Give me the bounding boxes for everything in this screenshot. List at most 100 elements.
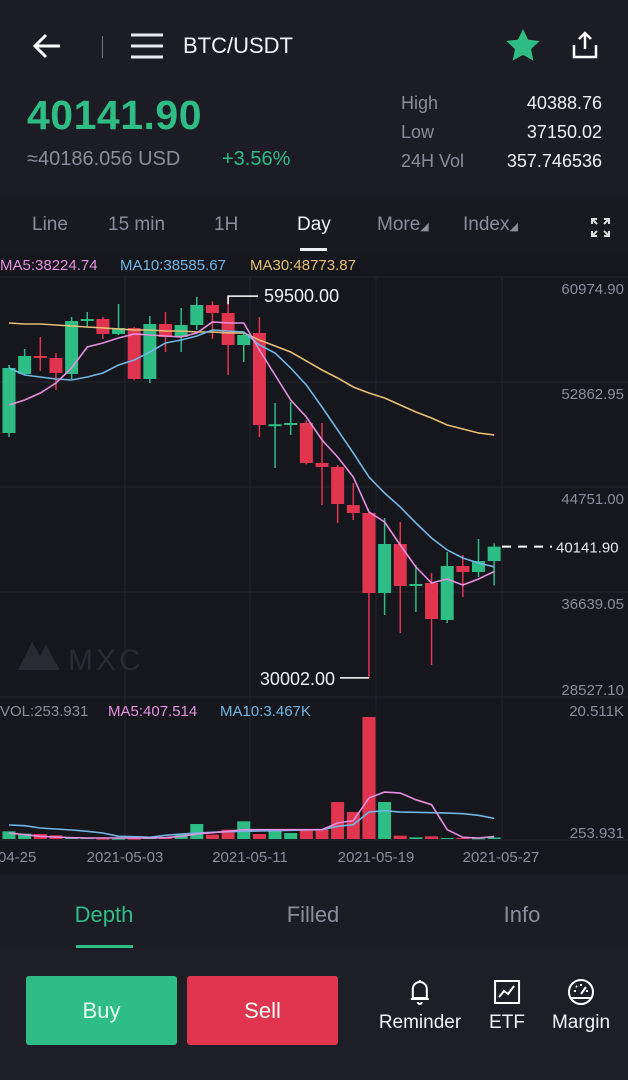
candle-body (487, 546, 501, 562)
chart-line-icon (493, 980, 520, 1004)
candle-body (49, 357, 63, 374)
candle-body (190, 304, 204, 325)
x-tick-label: 2021-05-19 (338, 849, 415, 866)
star-icon[interactable] (506, 29, 540, 61)
volume-bar (205, 834, 219, 839)
gauge-icon (567, 979, 594, 1005)
volume-bar (346, 812, 360, 839)
x-tick-label: 2021-04-25 (0, 849, 36, 866)
tab-day[interactable]: Day (297, 214, 331, 235)
stat-high-label: High (401, 93, 439, 113)
margin-label: Margin (551, 1012, 611, 1033)
ma30-line (8, 322, 495, 436)
volume-bar (472, 838, 485, 840)
candle-body (221, 312, 235, 345)
etf-button[interactable]: ETF (489, 978, 525, 1034)
candle-body (440, 566, 454, 620)
stat-low-value: 37150.02 (526, 122, 602, 142)
tab-index-label: Index (463, 214, 510, 235)
legend-ma30: MA30:48773.87 (250, 257, 356, 274)
bottom-tabs: Depth Filled Info (0, 875, 628, 950)
volume-bar (18, 833, 32, 839)
candle-body (268, 424, 282, 427)
volume-bar (299, 829, 313, 839)
pair-title[interactable]: BTC/USDT (183, 33, 293, 58)
volume-bar (252, 834, 266, 839)
volume-bar (2, 831, 16, 839)
active-tab-underline (300, 248, 327, 251)
active-tab-underline (76, 945, 133, 948)
bell-icon (411, 980, 429, 1005)
tab-info[interactable]: Info (503, 902, 541, 927)
candle-body (393, 544, 407, 587)
last-price-label: 40141.90 (556, 540, 619, 557)
volume-bar (315, 829, 329, 839)
vol-y-tick: 253.931 (570, 825, 624, 842)
share-icon[interactable] (571, 31, 599, 59)
action-bar: Buy Sell Reminder ETF Margin (0, 950, 628, 1080)
candle-body (33, 355, 47, 358)
tab-more[interactable]: More◢ (377, 214, 429, 236)
y-tick-label: 44751.00 (561, 491, 624, 508)
x-tick-label: 2021-05-11 (212, 849, 288, 866)
volume-bar (331, 802, 345, 839)
stat-vol-label: 24H Vol (401, 151, 465, 171)
candle-body (456, 566, 470, 573)
high-price-label: 59500.00 (264, 286, 339, 306)
candle-body (80, 318, 94, 321)
candle-body (237, 334, 251, 345)
vol-ma5-line (8, 791, 495, 839)
watermark: MXC (68, 644, 144, 677)
candle-body (362, 513, 376, 594)
x-tick-label: 2021-05-03 (87, 849, 164, 866)
candle-body (409, 584, 423, 587)
price-change: +3.56% (222, 148, 291, 170)
last-price: 40141.90 (27, 92, 203, 138)
tab-1h[interactable]: 1H (214, 214, 239, 235)
hamburger-icon[interactable] (131, 32, 163, 60)
candle-body (2, 368, 16, 433)
arrow-left-icon[interactable] (32, 32, 62, 60)
candlestick-chart[interactable]: MXC MA5:38224.74 MA10:38585.67 MA30:48773.8… (0, 252, 628, 874)
tab-index[interactable]: Index◢ (463, 214, 518, 236)
vol-ma5-legend: MA5:407.514 (108, 703, 197, 720)
vol-legend: VOL:253.931 (0, 703, 88, 720)
sell-button[interactable]: Sell (187, 976, 338, 1045)
x-tick-label: 2021-05-27 (463, 849, 540, 866)
header: BTC/USDT (0, 0, 628, 92)
volume-bar (190, 824, 204, 839)
reminder-button[interactable]: Reminder (379, 978, 461, 1034)
vol-ma10-legend: MA10:3.467K (220, 703, 311, 720)
volume-bar (112, 838, 126, 840)
volume-bar (159, 838, 172, 840)
volume-bar (440, 838, 454, 840)
expand-icon[interactable] (591, 218, 610, 237)
high-marker-line (227, 295, 258, 305)
volume-bar (284, 833, 298, 839)
candle-body (205, 304, 219, 313)
ma10-line (8, 329, 495, 568)
tab-depth[interactable]: Depth (74, 902, 134, 927)
usd-value: ≈40186.056 USD (27, 148, 181, 170)
divider (102, 36, 103, 58)
tab-15min[interactable]: 15 min (108, 214, 166, 235)
vol-y-tick: 20.511K (569, 703, 624, 720)
volume-bar (378, 802, 392, 839)
dropdown-triangle-icon: ◢ (509, 221, 518, 233)
tab-filled[interactable]: Filled (286, 902, 340, 927)
buy-button[interactable]: Buy (26, 976, 177, 1045)
volume-bar (268, 829, 282, 839)
stat-vol-value: 357.746536 (506, 151, 602, 171)
y-tick-label: 60974.90 (561, 281, 624, 298)
volume-bar (393, 835, 407, 839)
candle-body (472, 561, 485, 573)
low-price-label: 30002.00 (260, 669, 335, 689)
candle-body (425, 583, 439, 620)
legend-ma5: MA5:38224.74 (0, 257, 98, 274)
y-tick-label: 36639.05 (561, 596, 624, 613)
kline-chart[interactable]: MXC MA5:38224.74 MA10:38585.67 MA30:48773.8… (0, 252, 628, 874)
candle-body (65, 320, 79, 375)
margin-button[interactable]: Margin (552, 978, 610, 1034)
tab-line[interactable]: Line (32, 214, 68, 235)
candle-body (127, 327, 141, 379)
